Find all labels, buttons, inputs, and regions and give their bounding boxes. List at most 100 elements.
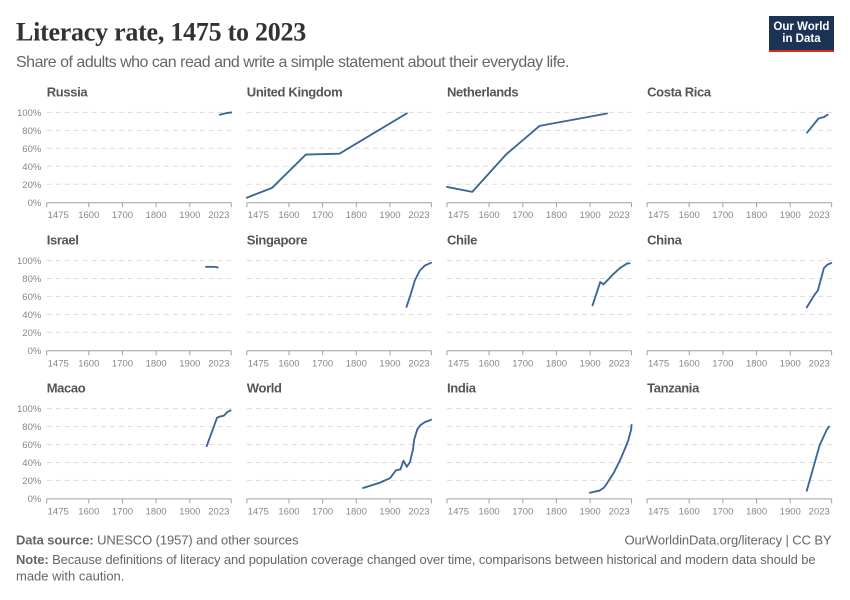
svg-text:1700: 1700 — [512, 506, 533, 517]
svg-text:Note: Because definitions of l: Note: Because definitions of literacy an… — [16, 552, 815, 567]
svg-text:1800: 1800 — [346, 506, 367, 517]
svg-text:1900: 1900 — [379, 210, 400, 221]
svg-text:Chile: Chile — [447, 232, 477, 247]
svg-text:1600: 1600 — [78, 506, 99, 517]
svg-text:1600: 1600 — [479, 210, 500, 221]
svg-text:1600: 1600 — [479, 506, 500, 517]
svg-text:World: World — [247, 381, 282, 396]
svg-text:60%: 60% — [22, 292, 42, 303]
svg-text:1700: 1700 — [112, 358, 133, 369]
svg-text:0%: 0% — [28, 494, 42, 505]
svg-text:1800: 1800 — [746, 506, 767, 517]
svg-text:1900: 1900 — [179, 358, 200, 369]
svg-text:20%: 20% — [22, 180, 42, 191]
svg-text:1700: 1700 — [712, 358, 733, 369]
svg-text:1475: 1475 — [48, 210, 69, 221]
svg-text:100%: 100% — [17, 108, 42, 119]
svg-text:1900: 1900 — [580, 358, 601, 369]
svg-text:1700: 1700 — [312, 358, 333, 369]
svg-text:1475: 1475 — [648, 210, 669, 221]
svg-text:80%: 80% — [22, 126, 42, 137]
svg-text:20%: 20% — [22, 476, 42, 487]
svg-text:0%: 0% — [28, 198, 42, 209]
svg-text:1700: 1700 — [712, 210, 733, 221]
svg-text:80%: 80% — [22, 274, 42, 285]
svg-text:2023: 2023 — [609, 358, 630, 369]
svg-text:60%: 60% — [22, 144, 42, 155]
svg-text:1700: 1700 — [312, 210, 333, 221]
svg-text:1700: 1700 — [512, 358, 533, 369]
svg-text:1700: 1700 — [312, 506, 333, 517]
svg-text:Tanzania: Tanzania — [647, 381, 700, 396]
svg-text:1900: 1900 — [780, 358, 801, 369]
svg-text:India: India — [447, 381, 477, 396]
svg-text:Share of adults who can read a: Share of adults who can read and write a… — [16, 54, 569, 71]
svg-text:1800: 1800 — [746, 358, 767, 369]
svg-text:Russia: Russia — [47, 84, 89, 99]
svg-text:United Kingdom: United Kingdom — [247, 84, 342, 99]
svg-text:1700: 1700 — [112, 210, 133, 221]
svg-text:Macao: Macao — [47, 381, 86, 396]
svg-text:0%: 0% — [28, 346, 42, 357]
svg-text:1800: 1800 — [546, 210, 567, 221]
svg-text:Costa Rica: Costa Rica — [647, 84, 712, 99]
svg-text:1600: 1600 — [679, 506, 700, 517]
svg-text:Data source: UNESCO (1957) and: Data source: UNESCO (1957) and other sou… — [16, 533, 299, 548]
svg-text:1800: 1800 — [546, 506, 567, 517]
svg-text:1800: 1800 — [146, 358, 167, 369]
svg-text:80%: 80% — [22, 422, 42, 433]
svg-text:1600: 1600 — [679, 358, 700, 369]
svg-text:1800: 1800 — [146, 506, 167, 517]
svg-text:1475: 1475 — [248, 210, 269, 221]
svg-text:1475: 1475 — [48, 358, 69, 369]
svg-text:2023: 2023 — [809, 506, 830, 517]
svg-text:1475: 1475 — [248, 506, 269, 517]
svg-text:100%: 100% — [17, 256, 42, 267]
svg-text:China: China — [647, 232, 682, 247]
svg-text:2023: 2023 — [208, 210, 229, 221]
svg-text:1475: 1475 — [448, 506, 469, 517]
svg-text:2023: 2023 — [609, 506, 630, 517]
svg-text:2023: 2023 — [609, 210, 630, 221]
svg-text:1700: 1700 — [712, 506, 733, 517]
svg-text:2023: 2023 — [809, 210, 830, 221]
svg-text:1600: 1600 — [278, 210, 299, 221]
svg-text:1900: 1900 — [780, 506, 801, 517]
svg-text:Netherlands: Netherlands — [447, 84, 518, 99]
svg-text:1800: 1800 — [746, 210, 767, 221]
svg-text:1475: 1475 — [648, 358, 669, 369]
svg-text:1900: 1900 — [379, 506, 400, 517]
svg-text:1900: 1900 — [379, 358, 400, 369]
svg-text:1475: 1475 — [648, 506, 669, 517]
svg-text:made with caution.: made with caution. — [16, 569, 124, 584]
svg-text:1800: 1800 — [146, 210, 167, 221]
svg-text:1475: 1475 — [48, 506, 69, 517]
svg-text:40%: 40% — [22, 162, 42, 173]
svg-text:1700: 1700 — [112, 506, 133, 517]
svg-text:Singapore: Singapore — [247, 232, 308, 247]
svg-text:2023: 2023 — [408, 506, 429, 517]
svg-text:60%: 60% — [22, 440, 42, 451]
svg-text:1800: 1800 — [346, 210, 367, 221]
svg-text:2023: 2023 — [208, 506, 229, 517]
svg-text:1700: 1700 — [512, 210, 533, 221]
svg-text:2023: 2023 — [408, 358, 429, 369]
svg-text:20%: 20% — [22, 328, 42, 339]
svg-text:1600: 1600 — [278, 506, 299, 517]
svg-text:1600: 1600 — [278, 358, 299, 369]
svg-text:1900: 1900 — [179, 506, 200, 517]
svg-text:40%: 40% — [22, 458, 42, 469]
svg-text:1600: 1600 — [78, 210, 99, 221]
svg-text:Israel: Israel — [47, 232, 79, 247]
svg-text:100%: 100% — [17, 404, 42, 415]
svg-text:2023: 2023 — [408, 210, 429, 221]
svg-text:2023: 2023 — [208, 358, 229, 369]
svg-text:1475: 1475 — [448, 210, 469, 221]
svg-text:1900: 1900 — [179, 210, 200, 221]
svg-text:1900: 1900 — [780, 210, 801, 221]
svg-text:40%: 40% — [22, 310, 42, 321]
svg-text:1475: 1475 — [448, 358, 469, 369]
svg-text:1900: 1900 — [580, 506, 601, 517]
svg-text:1600: 1600 — [679, 210, 700, 221]
svg-text:Literacy rate, 1475 to 2023: Literacy rate, 1475 to 2023 — [16, 17, 306, 46]
